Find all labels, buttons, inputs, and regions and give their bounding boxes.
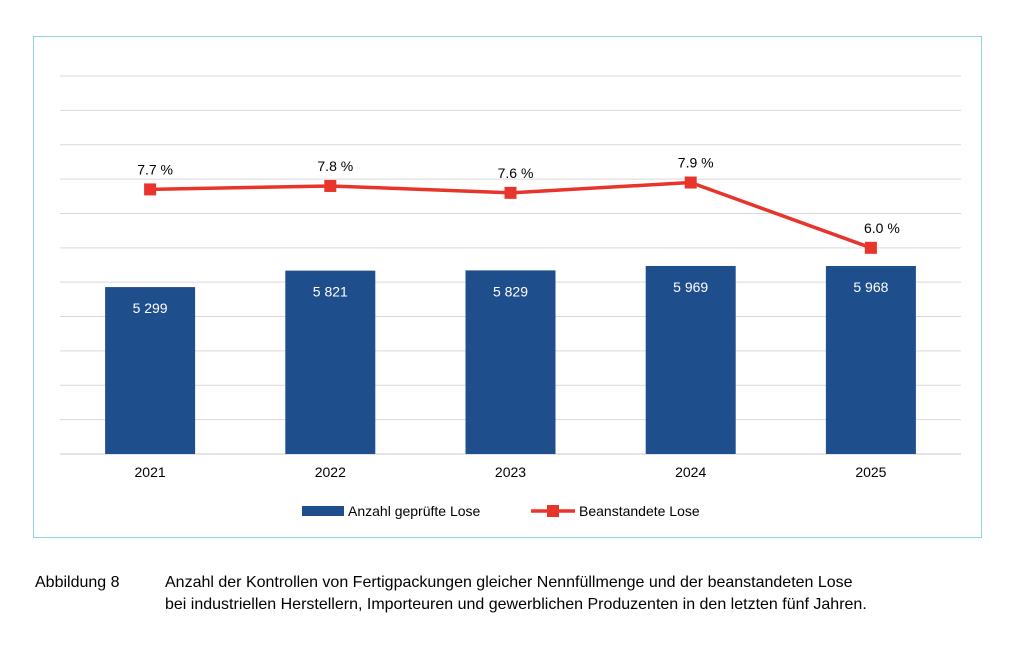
line-label-2025: 6.0 %	[864, 220, 900, 236]
bar-label-2022: 5 821	[313, 284, 348, 300]
line-marker-2022	[324, 179, 337, 192]
x-tick-2021: 2021	[135, 464, 166, 480]
x-tick-2022: 2022	[315, 464, 346, 480]
bar-series	[105, 265, 916, 454]
caption-number: Abbildung 8	[35, 574, 120, 591]
bar-label-2025: 5 968	[853, 279, 888, 295]
bar-2022	[285, 270, 376, 454]
line-marker-2021	[144, 183, 157, 196]
line-marker-2023	[504, 186, 517, 199]
caption-line-2: bei industriellen Herstellern, Importeur…	[165, 596, 867, 613]
x-tick-2025: 2025	[855, 464, 886, 480]
caption-line-1: Anzahl der Kontrollen von Fertigpackunge…	[165, 574, 853, 591]
bar-2025	[825, 266, 916, 454]
x-tick-2023: 2023	[495, 464, 526, 480]
bar-label-2021: 5 299	[133, 300, 168, 316]
line-marker-2025	[864, 241, 877, 254]
line-label-2023: 7.6 %	[498, 165, 534, 181]
legend-swatch-bars	[302, 506, 344, 516]
chart-frame: 5 299 5 821 5 829 5 969 5 968 7.7 % 7.8 % 7.6 %…	[33, 36, 982, 538]
bar-2023	[465, 270, 556, 454]
legend: Anzahl geprüfte Lose Beanstandete Lose	[302, 503, 700, 519]
caption-text: Anzahl der Kontrollen von Fertigpackunge…	[165, 572, 995, 616]
figure-caption: Abbildung 8 Anzahl der Kontrollen von Fe…	[35, 572, 995, 616]
line-label-2022: 7.8 %	[317, 158, 353, 174]
line-label-2021: 7.7 %	[137, 161, 173, 177]
bar-2021	[105, 287, 196, 454]
bar-label-2024: 5 969	[673, 279, 708, 295]
legend-marker-line	[547, 505, 559, 517]
bar-label-2023: 5 829	[493, 283, 528, 299]
data-labels: 5 299 5 821 5 829 5 969 5 968 7.7 % 7.8 % 7.6 %…	[133, 155, 900, 317]
line-label-2024: 7.9 %	[678, 155, 714, 171]
x-axis-ticks: 2021 2022 2023 2024 2025	[135, 464, 887, 480]
bar-2024	[645, 265, 736, 454]
line-marker-2024	[684, 176, 697, 189]
legend-label-bars: Anzahl geprüfte Lose	[348, 503, 481, 519]
x-tick-2024: 2024	[675, 464, 706, 480]
line-series	[144, 176, 877, 254]
legend-label-line: Beanstandete Lose	[579, 503, 700, 519]
combo-chart: 5 299 5 821 5 829 5 969 5 968 7.7 % 7.8 % 7.6 %…	[60, 75, 961, 519]
